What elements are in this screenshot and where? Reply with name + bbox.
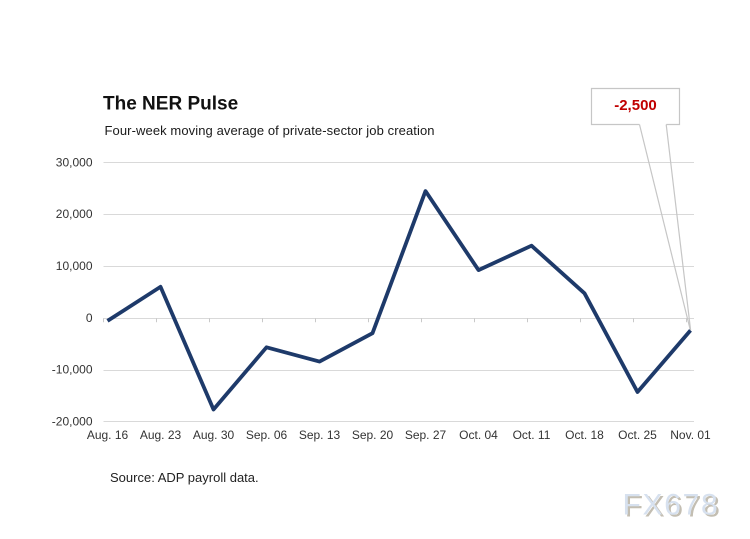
svg-text:Nov. 01: Nov. 01 — [670, 428, 711, 442]
svg-text:10,000: 10,000 — [56, 259, 93, 273]
svg-text:Sep. 06: Sep. 06 — [246, 428, 288, 442]
svg-text:Oct. 04: Oct. 04 — [459, 428, 498, 442]
svg-text:Aug. 16: Aug. 16 — [87, 428, 129, 442]
svg-text:Sep. 20: Sep. 20 — [352, 428, 394, 442]
svg-text:Aug. 30: Aug. 30 — [193, 428, 235, 442]
svg-text:30,000: 30,000 — [56, 155, 93, 169]
svg-text:Oct. 11: Oct. 11 — [513, 428, 551, 442]
svg-text:0: 0 — [86, 311, 93, 325]
svg-text:Oct. 18: Oct. 18 — [565, 428, 604, 442]
svg-text:The NER Pulse: The NER Pulse — [103, 94, 238, 115]
svg-text:-10,000: -10,000 — [52, 363, 93, 377]
svg-text:Aug. 23: Aug. 23 — [140, 428, 182, 442]
svg-text:FX678: FX678 — [625, 491, 722, 524]
svg-text:-20,000: -20,000 — [52, 414, 93, 428]
svg-text:Four-week moving average of pr: Four-week moving average of private-sect… — [105, 123, 435, 138]
svg-text:Sep. 27: Sep. 27 — [405, 428, 447, 442]
svg-text:Sep. 13: Sep. 13 — [299, 428, 341, 442]
svg-text:Oct. 25: Oct. 25 — [618, 428, 657, 442]
svg-text:FX678: FX678 — [623, 488, 720, 521]
svg-text:20,000: 20,000 — [56, 207, 93, 221]
svg-text:-2,500: -2,500 — [614, 97, 657, 114]
svg-text:Source: ADP payroll data.: Source: ADP payroll data. — [110, 470, 259, 485]
